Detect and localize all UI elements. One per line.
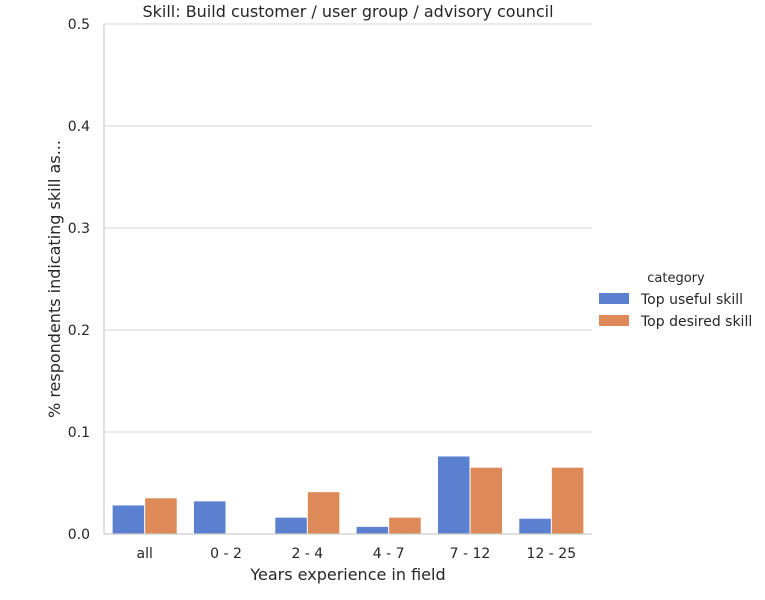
- x-tick-label: 4 - 7: [373, 546, 405, 562]
- x-tick-label: 12 - 25: [527, 546, 577, 562]
- bar-top-desired-5: [551, 467, 584, 534]
- x-tick-label: 7 - 12: [450, 546, 491, 562]
- bars: [112, 456, 584, 534]
- legend-swatch: [599, 315, 629, 326]
- legend-title: category: [647, 271, 705, 286]
- bar-top-useful-2: [275, 517, 307, 534]
- bar-top-desired-0: [145, 498, 177, 534]
- y-tick-labels: 0.0 0.1 0.2 0.3 0.4 0.5: [68, 17, 90, 543]
- legend: category Top useful skill Top desired ski…: [599, 271, 752, 330]
- chart-title: Skill: Build customer / user group / adv…: [142, 2, 553, 21]
- axes: [103, 24, 592, 535]
- legend-swatch: [599, 293, 629, 304]
- bar-top-useful-1: [193, 501, 226, 534]
- y-axis-title: % respondents indicating skill as...: [45, 140, 64, 418]
- y-tick-label: 0.3: [68, 221, 90, 237]
- y-tick-label: 0.5: [68, 17, 90, 33]
- bar-top-useful-0: [112, 505, 145, 534]
- bar-top-useful-5: [519, 518, 551, 534]
- y-tick-label: 0.2: [68, 323, 90, 339]
- x-tick-label: 0 - 2: [210, 546, 242, 562]
- y-tick-label: 0.0: [68, 527, 90, 543]
- legend-label: Top useful skill: [640, 292, 743, 308]
- bar-top-useful-3: [356, 526, 389, 534]
- grid-lines: [104, 23, 592, 535]
- bar-top-desired-4: [470, 467, 503, 534]
- bar-top-desired-2: [307, 492, 340, 534]
- y-tick-label: 0.4: [68, 119, 90, 135]
- legend-label: Top desired skill: [640, 314, 752, 330]
- x-tick-labels: all 0 - 2 2 - 4 4 - 7 7 - 12 12 - 25: [136, 546, 576, 562]
- x-tick-label: 2 - 4: [291, 546, 323, 562]
- bar-top-desired-3: [389, 517, 421, 534]
- x-axis-title: Years experience in field: [249, 565, 445, 584]
- x-tick-label: all: [136, 546, 152, 562]
- y-tick-label: 0.1: [68, 425, 90, 441]
- bar-top-useful-4: [437, 456, 470, 534]
